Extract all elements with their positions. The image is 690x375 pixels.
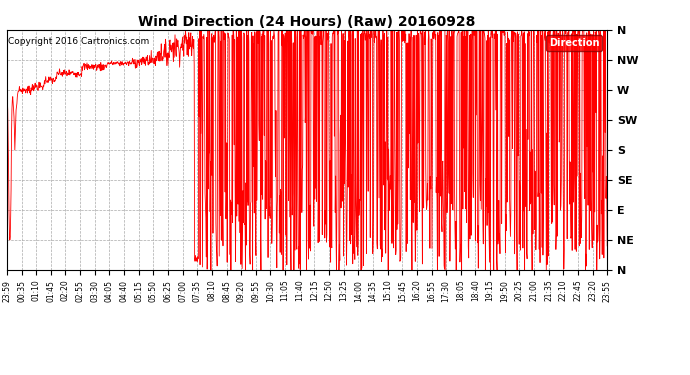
Text: Copyright 2016 Cartronics.com: Copyright 2016 Cartronics.com [8,37,149,46]
Legend: Direction: Direction [546,35,602,51]
Title: Wind Direction (24 Hours) (Raw) 20160928: Wind Direction (24 Hours) (Raw) 20160928 [139,15,475,29]
